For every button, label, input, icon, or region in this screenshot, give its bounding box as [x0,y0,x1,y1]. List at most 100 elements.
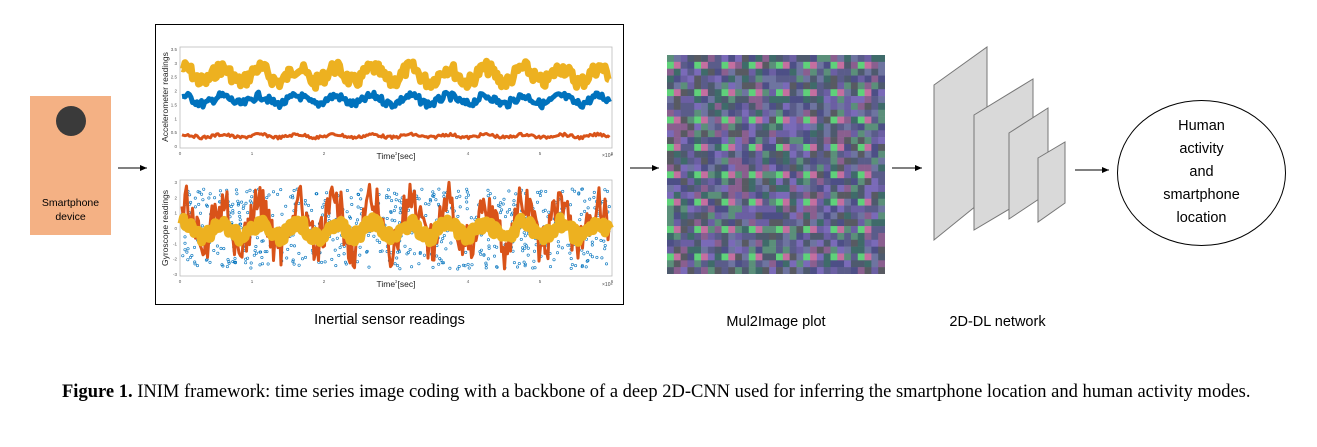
mosaic-cell [823,137,831,145]
mosaic-cell [701,89,709,97]
mosaic-cell [857,260,865,268]
mosaic-cell [810,96,818,104]
accelerometer-line-yellow [180,57,612,92]
mosaic-cell [871,260,879,268]
mosaic-cell [871,75,879,83]
mosaic-cell [803,239,811,247]
mosaic-cell [667,143,675,152]
mosaic-cell [878,239,885,247]
mosaic-cell [707,178,715,186]
mosaic-cell [871,55,879,63]
mosaic-cell [830,205,838,213]
mosaic-cell [844,185,852,193]
mosaic-cell [810,150,818,158]
mosaic-cell [680,246,688,254]
mosaic-cell [721,68,729,76]
mosaic-cell [694,68,702,76]
mosaic-cell [816,102,824,111]
mosaic-cell [673,171,681,179]
mosaic-cell [769,130,777,138]
mosaic-cell [701,61,709,69]
mosaic-cell [830,61,838,69]
mosaic-cell [680,260,688,268]
mosaic-cell [878,226,885,234]
mosaic-cell [850,123,859,131]
gyroscope-ytick-tick-1: 2 [174,195,177,200]
mosaic-cell [721,89,729,97]
mosaic-cell [769,150,777,158]
mosaic-cell [871,178,879,186]
mosaic-cell [789,205,797,213]
mosaic-cell [803,253,811,261]
mosaic-cell [741,219,750,227]
mosaic-cell [741,260,750,268]
mosaic-cell [667,178,675,186]
mosaic-cell [803,171,811,179]
mosaic-cell [878,143,885,152]
mosaic-cell [673,89,681,97]
mosaic-cell [844,130,852,138]
mosaic-cell [816,205,824,213]
mosaic-cell [667,253,675,261]
mosaic-cell [741,55,750,63]
mosaic-cell [878,96,885,104]
mosaic-cell [830,232,838,241]
mosaic-cell [816,198,824,206]
mosaic-cell [816,232,824,241]
mosaic-cell [728,185,736,193]
mosaic-cell [694,246,702,254]
mosaic-cell [789,253,797,261]
mosaic-cell [680,198,688,206]
mosaic-cell [728,205,736,213]
mosaic-cell [762,143,770,152]
mosaic-cell [850,75,859,83]
mosaic-cell [701,116,709,124]
mosaic-cell [837,198,845,206]
mosaic-cell [857,68,865,76]
mosaic-cell [796,205,804,213]
mosaic-cell [748,171,756,179]
gyroscope-series [177,180,614,271]
mosaic-cell [687,137,695,145]
mosaic-cell [735,55,743,63]
mosaic-cell [864,150,872,158]
mosaic-cell [701,212,709,220]
mosaic-cell [694,267,702,274]
mosaic-cell [762,116,770,124]
mosaic-cell [728,178,736,186]
mosaic-cell [871,239,879,247]
mosaic-cell [748,198,756,206]
mosaic-cell [850,96,859,104]
mosaic-cell [762,89,770,97]
mosaic-cell [707,232,715,241]
mosaic-cell [850,102,859,111]
accelerometer-xtick-tick-4: 4 [467,151,470,156]
mosaic-cell [823,116,831,124]
mosaic-cell [741,61,750,69]
mosaic-cell [871,164,879,172]
mosaic-cell [864,164,872,172]
mosaic-cell [707,75,715,83]
mosaic-cell [816,130,824,138]
mosaic-cell [748,143,756,152]
mosaic-cell [857,246,865,254]
mosaic-cell [762,267,770,274]
mosaic-cell [844,68,852,76]
mosaic-cell [871,171,879,179]
mosaic-cell [673,212,681,220]
mosaic-cell [837,212,845,220]
mosaic-cell [864,178,872,186]
mosaic-cell [844,143,852,152]
mosaic-cell [816,253,824,261]
mosaic-cell [823,198,831,206]
mosaic-cell [823,82,831,90]
mosaic-cell [810,89,818,97]
mosaic-cell [735,137,743,145]
mosaic-cell [823,267,831,274]
mosaic-cell [741,239,750,247]
mosaic-cell [701,157,709,165]
mosaic-cell [776,164,784,172]
mosaic-cell [667,61,675,69]
mosaic-cell [762,130,770,138]
